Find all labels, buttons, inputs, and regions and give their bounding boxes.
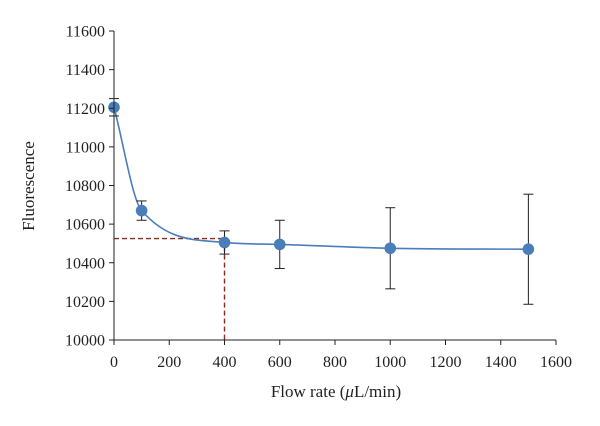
data-point [135, 204, 148, 217]
x-tick-label: 0 [110, 354, 118, 371]
x-tick-label: 800 [323, 354, 347, 371]
x-axis-title: Flow rate (μL/min) [271, 382, 401, 401]
fit-curve [113, 107, 529, 251]
y-tick-label: 11000 [66, 139, 105, 156]
axes [109, 30, 557, 345]
data-point [522, 243, 535, 256]
y-tick-label: 11600 [66, 24, 105, 41]
y-tick-label: 10400 [65, 255, 105, 272]
x-tick-label: 600 [268, 354, 292, 371]
x-tick-label: 200 [157, 354, 181, 371]
error-bars [109, 98, 534, 305]
y-tick-label: 10600 [65, 217, 105, 234]
data-points [108, 101, 535, 256]
data-point [218, 236, 231, 249]
y-tick-label: 10800 [65, 178, 105, 195]
x-tick-label: 1600 [540, 354, 572, 371]
x-tick-label: 400 [213, 354, 237, 371]
y-tick-label: 11200 [66, 101, 105, 118]
x-tick-labels: 0 200 400 600 800 1000 1200 1400 1600 [110, 354, 572, 371]
y-axis-title: Fluorescence [19, 141, 38, 231]
x-tick-label: 1200 [430, 354, 462, 371]
y-tick-labels: 10000 10200 10400 10600 10800 11000 11200 11400… [65, 24, 105, 350]
x-tick-label: 1000 [374, 354, 406, 371]
fit-curve-layer [113, 107, 529, 251]
data-point [384, 242, 397, 255]
y-tick-label: 10200 [65, 294, 105, 311]
data-point [273, 238, 286, 251]
x-tick-label: 1400 [485, 354, 517, 371]
y-tick-label: 10000 [65, 333, 105, 350]
reference-lines [114, 237, 226, 340]
y-tick-label: 11400 [66, 62, 105, 79]
